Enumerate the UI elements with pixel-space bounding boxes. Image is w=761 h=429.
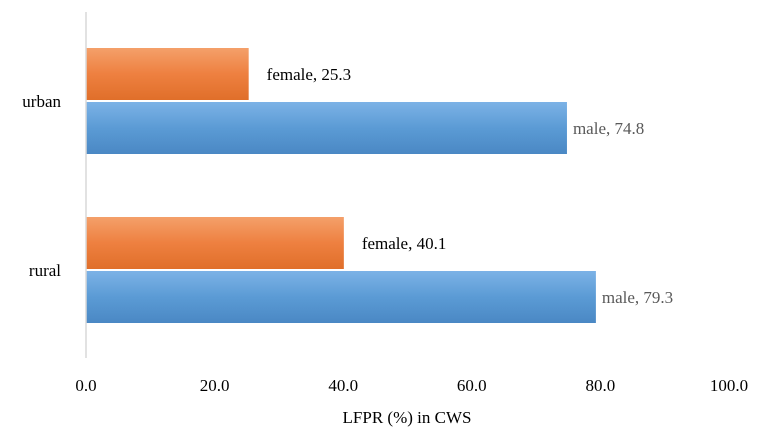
data-label-male-rural: male, 79.3 bbox=[602, 288, 673, 307]
x-tick-label: 20.0 bbox=[200, 376, 230, 395]
x-tick-label: 60.0 bbox=[457, 376, 487, 395]
data-label-male-urban: male, 74.8 bbox=[573, 119, 644, 138]
x-tick-label: 40.0 bbox=[328, 376, 358, 395]
x-axis-label: LFPR (%) in CWS bbox=[343, 408, 472, 427]
data-label-female-urban: female, 25.3 bbox=[267, 65, 352, 84]
bar-male-rural bbox=[86, 271, 596, 323]
x-tick-label: 0.0 bbox=[75, 376, 96, 395]
x-tick-label: 100.0 bbox=[710, 376, 748, 395]
bar-female-rural bbox=[86, 217, 344, 269]
bar-female-urban bbox=[86, 48, 249, 100]
bar-male-urban bbox=[86, 102, 567, 154]
category-label-urban: urban bbox=[22, 92, 61, 111]
category-label-rural: rural bbox=[29, 261, 61, 280]
x-tick-label: 80.0 bbox=[586, 376, 616, 395]
data-label-female-rural: female, 40.1 bbox=[362, 234, 447, 253]
